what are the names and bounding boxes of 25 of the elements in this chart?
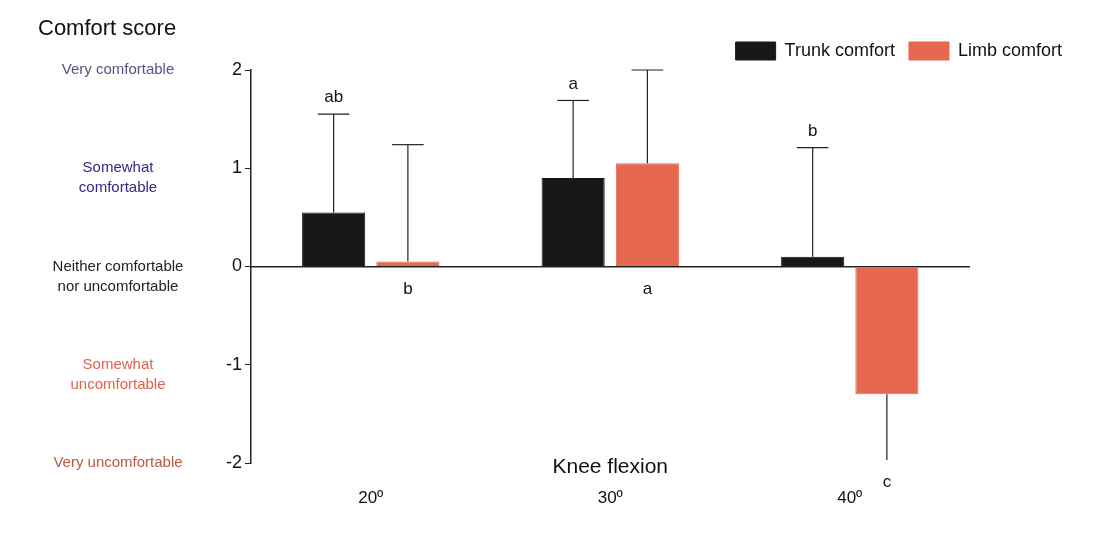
x-axis-title: Knee flexion [552,454,669,478]
x-tick-label: 20º [358,488,384,508]
y-tick-label: 0 [231,255,242,276]
bar [855,267,919,395]
text: Very comfortable [61,60,175,78]
x-tick-label: 30º [597,488,623,508]
annotation: a [568,73,579,93]
y-tick-label: -2 [225,451,242,472]
annotation: b [403,278,413,298]
text: Somewhat uncomfortable [70,354,166,392]
annotation: b [807,120,818,140]
y-tick-label: -1 [225,353,242,374]
text: c [882,472,892,492]
text: Somewhat comfortable [78,158,158,196]
legend-label: Trunk comfort [784,39,895,60]
y-axis-title: Comfort score [38,15,177,40]
legend-label: Limb comfort [957,39,1062,60]
bar [615,163,679,266]
annotation: ab [324,87,344,107]
text: Very uncomfortable [53,453,183,471]
x-tick-label: 40º [837,488,863,508]
text: Neither comfortable nor uncomfortable [52,256,184,294]
y-tick-label: 2 [231,58,242,79]
annotation: a [642,278,653,298]
y-tick-label: 1 [231,157,242,178]
